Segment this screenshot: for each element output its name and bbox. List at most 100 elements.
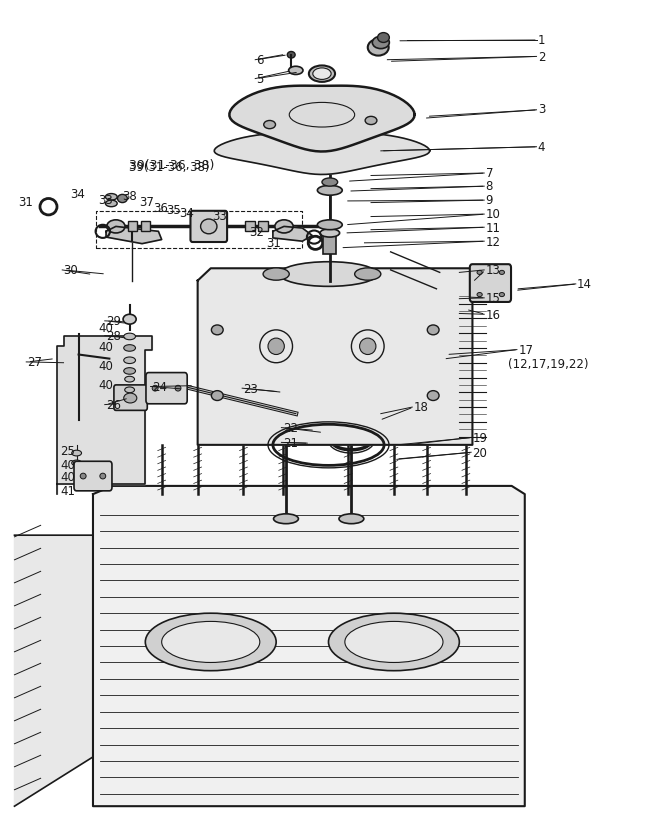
Text: 40: 40: [60, 459, 75, 472]
Ellipse shape: [152, 386, 158, 391]
Bar: [127, 222, 137, 232]
Ellipse shape: [328, 613, 459, 671]
FancyBboxPatch shape: [74, 461, 112, 491]
Text: 26: 26: [106, 399, 121, 412]
Ellipse shape: [355, 268, 381, 280]
Ellipse shape: [80, 473, 86, 479]
Text: 41: 41: [60, 485, 76, 499]
Text: 3: 3: [538, 103, 545, 116]
Ellipse shape: [499, 270, 505, 274]
Text: 40: 40: [98, 360, 113, 373]
Ellipse shape: [322, 178, 338, 186]
Text: 20: 20: [472, 447, 487, 460]
Text: 4: 4: [538, 141, 545, 154]
Polygon shape: [57, 336, 152, 494]
Text: 40: 40: [98, 379, 113, 392]
Ellipse shape: [287, 51, 295, 58]
Text: 9: 9: [486, 194, 493, 208]
Text: 25: 25: [60, 445, 75, 458]
FancyBboxPatch shape: [191, 211, 227, 242]
Ellipse shape: [477, 270, 482, 274]
Text: 36: 36: [153, 202, 168, 215]
Ellipse shape: [359, 338, 376, 354]
Ellipse shape: [273, 514, 298, 524]
Ellipse shape: [124, 344, 135, 351]
Ellipse shape: [125, 387, 135, 393]
Text: 14: 14: [577, 279, 592, 291]
Ellipse shape: [268, 338, 284, 354]
Text: 1: 1: [538, 35, 545, 47]
Text: 18: 18: [413, 401, 428, 414]
Text: 33: 33: [98, 194, 113, 207]
Text: 31: 31: [266, 237, 281, 250]
Ellipse shape: [145, 613, 276, 671]
Ellipse shape: [263, 120, 275, 129]
Ellipse shape: [339, 514, 364, 524]
Ellipse shape: [427, 325, 439, 335]
Ellipse shape: [162, 621, 260, 662]
Bar: [246, 222, 254, 232]
Ellipse shape: [317, 220, 342, 230]
Text: 39(31-36, 38): 39(31-36, 38): [129, 159, 214, 172]
Text: 29: 29: [106, 315, 121, 328]
Text: 23: 23: [244, 382, 258, 396]
Text: 40: 40: [98, 341, 113, 354]
Text: 2: 2: [538, 51, 545, 63]
Text: 11: 11: [486, 222, 501, 235]
Text: 35: 35: [166, 204, 181, 218]
Ellipse shape: [212, 391, 223, 400]
Ellipse shape: [106, 220, 125, 233]
Ellipse shape: [368, 40, 389, 55]
Polygon shape: [93, 486, 525, 806]
Ellipse shape: [288, 66, 303, 74]
FancyBboxPatch shape: [470, 265, 511, 302]
Ellipse shape: [373, 36, 390, 49]
Ellipse shape: [309, 65, 335, 82]
Text: 34: 34: [70, 188, 85, 201]
Text: 22: 22: [283, 422, 298, 435]
Ellipse shape: [72, 450, 81, 456]
Ellipse shape: [100, 473, 106, 479]
Text: 38: 38: [122, 190, 137, 204]
Ellipse shape: [345, 621, 443, 662]
Ellipse shape: [124, 393, 137, 403]
Text: 6: 6: [256, 54, 264, 67]
Polygon shape: [106, 227, 162, 244]
Ellipse shape: [499, 293, 505, 297]
Text: 40: 40: [60, 471, 75, 485]
Text: (12,17,19,22): (12,17,19,22): [509, 358, 589, 371]
Ellipse shape: [279, 262, 378, 287]
Polygon shape: [214, 133, 430, 175]
Ellipse shape: [72, 460, 81, 466]
Text: 32: 32: [249, 227, 263, 240]
Text: 12: 12: [486, 236, 501, 249]
Text: 19: 19: [472, 432, 487, 445]
Ellipse shape: [212, 325, 223, 335]
Text: 7: 7: [486, 167, 493, 180]
Text: 21: 21: [283, 437, 298, 450]
Ellipse shape: [263, 268, 289, 280]
Polygon shape: [273, 227, 312, 241]
Text: 5: 5: [256, 73, 264, 86]
Text: 28: 28: [106, 330, 121, 343]
Ellipse shape: [118, 194, 127, 203]
Ellipse shape: [124, 368, 135, 374]
Ellipse shape: [275, 220, 293, 233]
Ellipse shape: [365, 116, 377, 124]
Text: 10: 10: [486, 208, 501, 222]
Text: 17: 17: [518, 344, 533, 357]
FancyBboxPatch shape: [146, 372, 187, 404]
Bar: [141, 222, 150, 232]
Text: 15: 15: [486, 293, 501, 305]
Ellipse shape: [124, 333, 135, 339]
Ellipse shape: [378, 33, 390, 43]
Text: 33: 33: [212, 210, 227, 223]
Text: 8: 8: [486, 180, 493, 194]
Text: 24: 24: [152, 381, 167, 394]
Ellipse shape: [313, 68, 331, 79]
Polygon shape: [229, 86, 415, 152]
Text: 34: 34: [179, 207, 194, 220]
Ellipse shape: [200, 219, 217, 234]
Ellipse shape: [123, 314, 136, 324]
Text: 13: 13: [486, 265, 501, 277]
